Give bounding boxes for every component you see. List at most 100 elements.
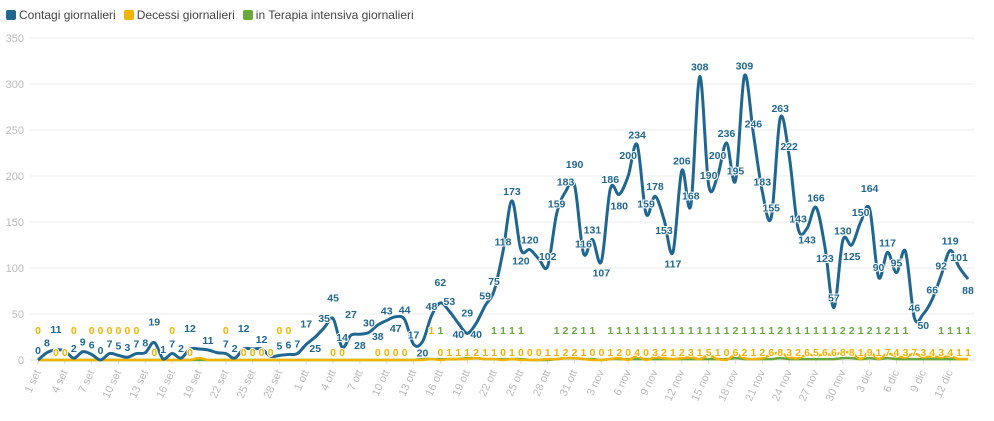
data-label: 3: [920, 347, 926, 359]
data-label: 75: [488, 276, 500, 288]
data-label: 92: [935, 260, 947, 272]
data-label: 0: [437, 347, 443, 359]
data-label: 4: [894, 347, 900, 359]
y-tick-label: 250: [6, 125, 24, 137]
data-label: 57: [828, 293, 840, 305]
data-label: 309: [736, 61, 754, 73]
legend: Contagi giornalieri Decessi giornalieri …: [6, 8, 414, 22]
data-label: 38: [372, 331, 384, 343]
x-tick-label: 10 set: [101, 368, 125, 400]
data-label: 4: [929, 347, 935, 359]
data-label: 0: [241, 347, 247, 359]
data-label: 11: [50, 324, 61, 336]
data-label: 2: [795, 347, 801, 359]
data-label: 28: [354, 340, 366, 352]
legend-item-terapia[interactable]: in Terapia intensiva giornalieri: [242, 8, 414, 22]
x-tick-label: 10 ott: [370, 368, 393, 398]
data-label: 1: [876, 325, 882, 337]
y-tick-label: 50: [12, 309, 24, 321]
series-line-decessi: [38, 350, 969, 362]
data-label: 20: [417, 348, 429, 360]
x-tick-label: 24 nov: [770, 368, 795, 403]
x-tick-label: 13 ott: [397, 368, 420, 398]
legend-swatch: [242, 10, 253, 20]
data-label: 183: [557, 177, 575, 189]
data-label: 1: [956, 347, 962, 359]
data-label: 125: [843, 251, 861, 263]
data-label: 1: [455, 347, 461, 359]
data-label: 0: [35, 345, 41, 357]
data-label: 1: [554, 325, 560, 337]
data-label: 117: [879, 237, 896, 249]
data-label: 2: [563, 325, 569, 337]
data-label: 1: [607, 325, 613, 337]
data-label: 120: [521, 235, 539, 247]
data-label: 17: [300, 318, 312, 330]
x-tick-label: 15 nov: [690, 368, 715, 403]
data-label: 1: [509, 325, 515, 337]
data-label: 0: [527, 347, 533, 359]
data-label: 7: [169, 339, 175, 351]
data-label: 5: [277, 340, 283, 352]
data-label: 3: [786, 347, 792, 359]
data-label: 0: [187, 347, 193, 359]
data-label: 17: [408, 329, 420, 341]
data-label: 102: [539, 251, 557, 263]
data-label: 178: [646, 181, 664, 193]
data-label: 1: [590, 325, 596, 337]
data-label: 101: [950, 252, 968, 264]
data-label: 88: [962, 285, 974, 297]
data-label: 1: [768, 325, 774, 337]
data-label: 1: [938, 325, 944, 337]
legend-item-contagi[interactable]: Contagi giornalieri: [6, 8, 116, 22]
x-tick-label: 3 nov: [585, 368, 607, 398]
legend-label: Decessi giornalieri: [136, 8, 235, 22]
data-label: 180: [610, 200, 628, 212]
y-tick-label: 200: [6, 171, 24, 183]
data-label: 155: [763, 202, 781, 214]
data-label: 95: [891, 258, 903, 270]
data-label: 3: [652, 347, 658, 359]
data-label: 0: [402, 347, 408, 359]
data-label: 1: [786, 325, 792, 337]
y-tick-label: 0: [18, 355, 24, 367]
x-tick-label: 3 dic: [855, 368, 876, 395]
data-label: 0: [98, 345, 104, 357]
x-tick-label: 9 dic: [908, 368, 929, 395]
data-label: 9: [80, 337, 86, 349]
data-label: 159: [637, 199, 655, 211]
legend-swatch: [123, 10, 134, 20]
data-label: 1: [616, 325, 622, 337]
y-tick-label: 150: [6, 217, 24, 229]
data-label: 1: [679, 325, 685, 337]
x-tick-label: 22 set: [208, 368, 232, 400]
data-label: 1: [965, 325, 971, 337]
data-label: 123: [816, 253, 834, 265]
data-label: 29: [461, 307, 473, 319]
data-label: 164: [861, 183, 879, 195]
data-label: 1: [634, 325, 640, 337]
data-label: 2: [473, 347, 479, 359]
legend-item-decessi[interactable]: Decessi giornalieri: [123, 8, 235, 22]
data-label: 186: [602, 174, 620, 186]
data-label: 119: [942, 236, 959, 248]
data-label: 47: [390, 323, 402, 335]
x-tick-label: 12 dic: [933, 368, 956, 400]
data-label: 12: [238, 323, 250, 335]
data-label: 1: [822, 325, 828, 337]
data-label: 1: [607, 347, 613, 359]
data-label: 6: [831, 347, 837, 359]
data-label: 2: [616, 347, 622, 359]
data-label: 0: [259, 347, 265, 359]
data-label: 1: [491, 325, 497, 337]
data-label: 1: [876, 347, 882, 359]
data-label: 0: [339, 347, 345, 359]
data-label: 2: [572, 325, 578, 337]
data-label: 6: [804, 347, 810, 359]
data-label: 8: [840, 347, 846, 359]
data-label: 168: [682, 190, 700, 202]
data-label: 2: [867, 325, 873, 337]
data-label: 1: [902, 325, 908, 337]
x-tick-label: 7 ott: [346, 368, 366, 392]
